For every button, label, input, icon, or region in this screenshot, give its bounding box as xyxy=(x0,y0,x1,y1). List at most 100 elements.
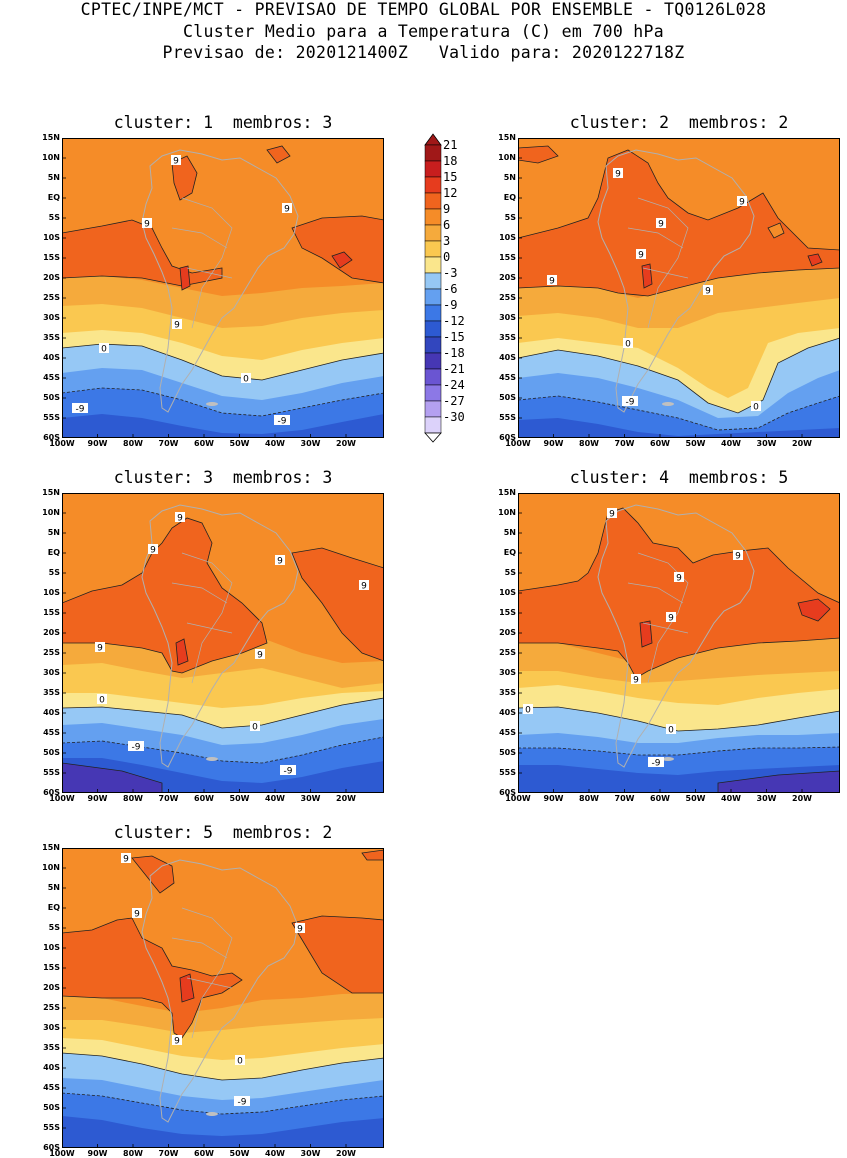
header-line-1: CPTEC/INPE/MCT - PREVISAO DE TEMPO GLOBA… xyxy=(80,0,767,19)
longitude-label: 40W xyxy=(721,439,741,448)
latitude-label: 5N xyxy=(503,173,516,182)
panel-2-title: cluster: 2 membros: 2 xyxy=(569,113,789,132)
contour-label-bg xyxy=(636,249,646,259)
colorbar-swatch xyxy=(424,272,442,290)
contour-label: -9 xyxy=(278,417,287,427)
longitude-label: 50W xyxy=(229,1149,250,1158)
contour-label-bg xyxy=(250,721,260,731)
band-m12 xyxy=(62,1116,384,1148)
longitude-label: 40W xyxy=(265,439,285,448)
contour-label-bg xyxy=(171,155,181,165)
border-lines xyxy=(171,582,233,634)
contour-label-bg xyxy=(121,853,131,863)
contour-label-bg xyxy=(282,203,292,213)
latitude-label: 10N xyxy=(42,508,60,517)
colorbar-swatch xyxy=(424,368,442,386)
longitude-label: 30W xyxy=(300,439,321,448)
colorbar-tick-label: 6 xyxy=(443,218,451,232)
latitude-label: 10S xyxy=(499,588,516,597)
longitude-label: 70W xyxy=(614,439,635,448)
warm-region-12 xyxy=(62,517,268,674)
longitude-label: 100W xyxy=(505,794,531,803)
latitude-label: 5S xyxy=(48,568,60,577)
contour-label: -9 xyxy=(132,743,141,753)
contour-label-bg xyxy=(523,704,533,714)
panel-4-title: cluster: 4 membros: 5 xyxy=(569,468,789,487)
latitude-label: 10N xyxy=(42,863,60,872)
warm-region-12 xyxy=(291,547,384,662)
longitude-label: 20W xyxy=(792,794,812,803)
colorbar-tick-label: 21 xyxy=(443,138,458,152)
map-panel-4: 9 9 9 9 9 0 0 -9 xyxy=(518,493,840,793)
contour-label-bg xyxy=(255,649,265,659)
contour-label: 0 xyxy=(525,706,531,716)
warm-region-12 xyxy=(62,917,243,1039)
hot-spot-15 xyxy=(179,265,191,291)
latitude-label: 5N xyxy=(503,528,516,537)
colorbar-tick-label: 18 xyxy=(443,154,458,168)
contour-label: 0 xyxy=(625,340,631,350)
latitude-label: 35S xyxy=(499,333,516,342)
contour-0 xyxy=(62,697,384,729)
warm-region-12 xyxy=(518,507,840,679)
contour-label: 9 xyxy=(144,220,150,230)
latitude-label: 15S xyxy=(43,608,60,617)
latitude-label: EQ xyxy=(503,548,516,557)
contour-label: 9 xyxy=(633,676,639,686)
border-lines xyxy=(627,227,689,279)
contour-label-bg xyxy=(172,1035,182,1045)
latitude-label: 15S xyxy=(499,608,516,617)
contour-label: 9 xyxy=(735,552,741,562)
latitude-label: 15N xyxy=(42,843,60,852)
longitude-label: 100W xyxy=(505,439,531,448)
colorbar-tick-label: -24 xyxy=(443,378,465,392)
map-frame xyxy=(518,493,840,793)
contour-label: 9 xyxy=(549,277,555,287)
map-panel-3: 9 9 9 9 9 9 0 0 -9 -9 xyxy=(62,493,384,793)
longitude-label: 100W xyxy=(49,1149,75,1158)
longitude-label: 50W xyxy=(229,794,250,803)
hot-spot-15 xyxy=(641,263,653,289)
contour-label-bg xyxy=(142,218,152,228)
falkland-islands xyxy=(206,1112,218,1116)
contour-label: -9 xyxy=(76,405,85,415)
contour-label-bg xyxy=(613,168,623,178)
warm-region-12 xyxy=(291,915,384,994)
latitude-label: 45S xyxy=(499,728,516,737)
colorbar-swatch xyxy=(424,304,442,322)
longitude-label: 50W xyxy=(685,794,706,803)
warm-region-12 xyxy=(361,849,384,861)
contour-label-bg xyxy=(175,512,185,522)
contour-label-bg xyxy=(656,218,666,228)
contour-label: 9 xyxy=(277,557,283,567)
longitude-label: 20W xyxy=(792,439,812,448)
longitude-label: 90W xyxy=(543,439,564,448)
cool-pocket-9 xyxy=(767,222,785,239)
latitude-label: 10N xyxy=(498,508,516,517)
longitude-label: 60W xyxy=(650,439,670,448)
contour-label-bg xyxy=(666,724,676,734)
contour-label-bg xyxy=(72,403,88,413)
falkland-islands xyxy=(206,757,218,761)
band-m12 xyxy=(518,418,840,438)
longitude-label: 80W xyxy=(123,439,143,448)
latitude-label: 25S xyxy=(43,293,60,302)
longitude-label: 90W xyxy=(87,1149,108,1158)
contour-label-bg xyxy=(234,1096,250,1106)
latitude-label: 40S xyxy=(43,1063,60,1072)
contour-label: 9 xyxy=(638,251,644,261)
colorbar-swatch xyxy=(424,320,442,338)
coastline xyxy=(141,504,299,768)
contour-m9 xyxy=(62,387,384,417)
contour-label-bg xyxy=(99,343,109,353)
latitude-label: 30S xyxy=(499,668,516,677)
latitude-label: 25S xyxy=(43,1003,60,1012)
longitude-label: 60W xyxy=(194,1149,214,1158)
colorbar-swatch xyxy=(424,176,442,194)
warm-region-12 xyxy=(518,145,559,164)
falkland-islands xyxy=(206,402,218,406)
latitude-label: 15N xyxy=(42,488,60,497)
latitude-label: 10N xyxy=(498,153,516,162)
header-line-3: Previsao de: 2020121400Z Valido para: 20… xyxy=(162,43,685,62)
longitude-label: 30W xyxy=(756,794,777,803)
